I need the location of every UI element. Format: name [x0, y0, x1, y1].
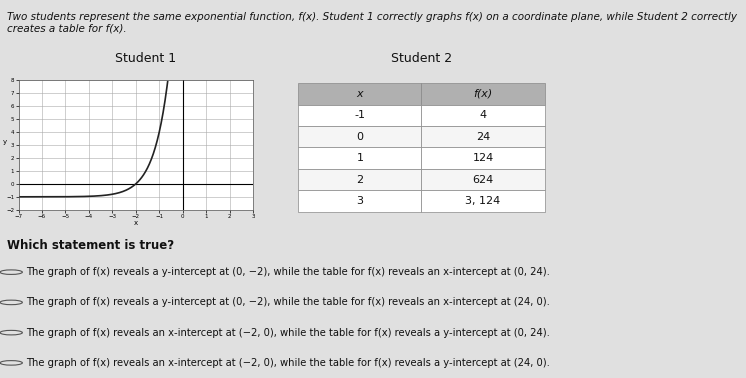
Text: 24: 24	[476, 132, 490, 142]
Text: Two students represent the same exponential function, f(x). Student 1 correctly : Two students represent the same exponent…	[7, 12, 738, 34]
X-axis label: x: x	[134, 220, 138, 226]
Text: Student 1: Student 1	[115, 52, 176, 65]
Text: 0: 0	[357, 132, 363, 142]
Text: Student 2: Student 2	[391, 52, 452, 65]
Y-axis label: y: y	[3, 139, 7, 145]
Text: 4: 4	[480, 110, 486, 120]
Text: 1: 1	[357, 153, 363, 163]
Text: The graph of f(x) reveals an x-intercept at (−2, 0), while the table for f(x) re: The graph of f(x) reveals an x-intercept…	[26, 328, 550, 338]
Text: f(x): f(x)	[474, 89, 492, 99]
Text: -1: -1	[354, 110, 366, 120]
Text: 124: 124	[472, 153, 494, 163]
Text: 3, 124: 3, 124	[466, 196, 501, 206]
Text: 3: 3	[357, 196, 363, 206]
Text: 2: 2	[357, 175, 363, 184]
Text: x: x	[357, 89, 363, 99]
Text: Which statement is true?: Which statement is true?	[7, 239, 175, 252]
Text: The graph of f(x) reveals a y-intercept at (0, −2), while the table for f(x) rev: The graph of f(x) reveals a y-intercept …	[26, 267, 550, 277]
Text: The graph of f(x) reveals an x-intercept at (−2, 0), while the table for f(x) re: The graph of f(x) reveals an x-intercept…	[26, 358, 550, 368]
Text: The graph of f(x) reveals a y-intercept at (0, −2), while the table for f(x) rev: The graph of f(x) reveals a y-intercept …	[26, 297, 550, 307]
Text: 624: 624	[472, 175, 494, 184]
